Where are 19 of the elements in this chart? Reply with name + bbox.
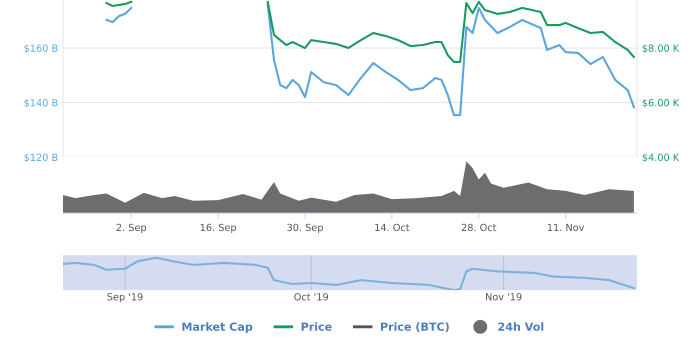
legend-label: Price (BTC) bbox=[380, 322, 449, 332]
legend-label: Market Cap bbox=[182, 322, 252, 333]
y2-tick-label: $6.00 K bbox=[642, 98, 680, 108]
y2-tick-label: $8.00 K bbox=[642, 44, 680, 54]
x-tick-label: 14. Oct bbox=[375, 224, 410, 232]
x-tick-label: 28. Oct bbox=[462, 224, 496, 232]
x-tick-label: Oct '19 bbox=[294, 293, 328, 300]
x-tick-label: 2. Sep bbox=[116, 224, 146, 233]
y2-tick-label: $4.00 K bbox=[642, 153, 680, 162]
y-tick-label: $140 B bbox=[24, 98, 58, 108]
x-tick-label: Sep '19 bbox=[107, 293, 143, 302]
y-tick-label: $120 B bbox=[24, 153, 58, 162]
x-tick-label: 30. Sep bbox=[287, 224, 323, 233]
y-tick-label: $160 B bbox=[24, 44, 58, 54]
legend-label: Price bbox=[302, 322, 332, 331]
legend-label: 24h Vol bbox=[498, 322, 544, 331]
x-tick-label: Nov '19 bbox=[486, 293, 522, 300]
x-tick-label: 11. Nov bbox=[548, 224, 584, 232]
x-tick-label: 16. Sep bbox=[200, 224, 236, 233]
